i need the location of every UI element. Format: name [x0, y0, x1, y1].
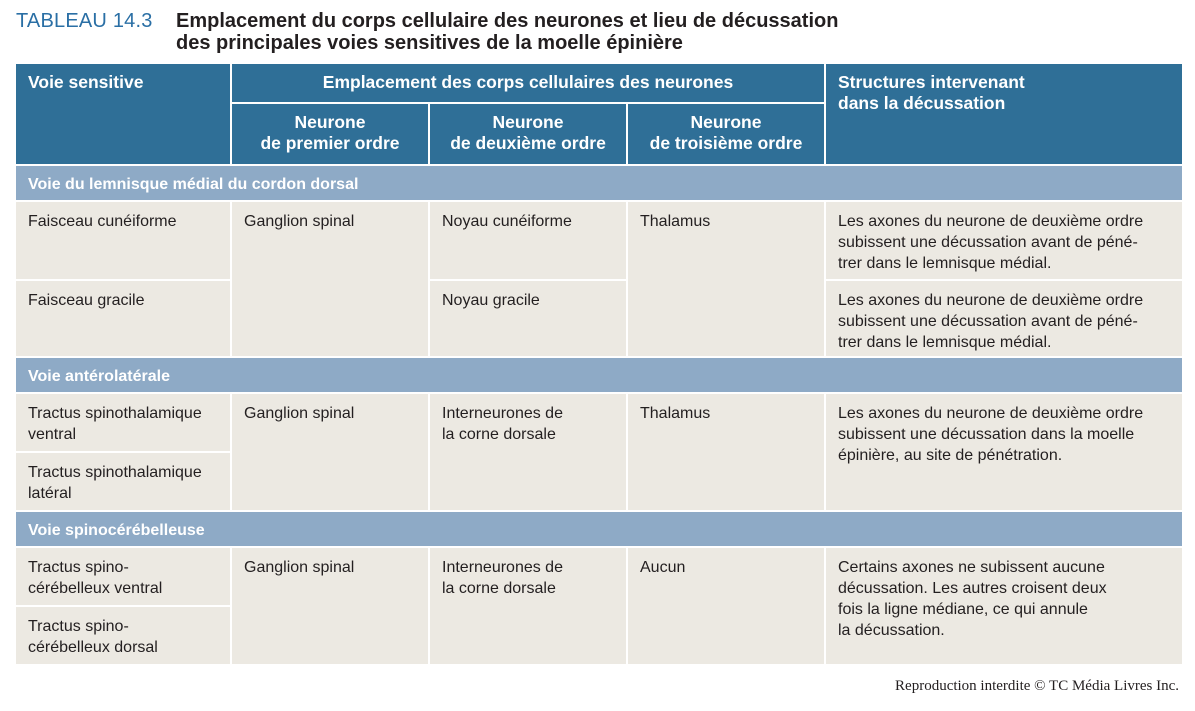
cell-line: Les axones du neurone de deuxième ordre: [838, 292, 1144, 309]
header-voie-sensitive: Voie sensitive: [14, 62, 232, 166]
cell-line: Certains axones ne subissent aucune: [838, 559, 1105, 576]
cell-deuxieme-ordre: Noyau gracile: [428, 279, 628, 358]
cell-line: cérébelleux ventral: [28, 580, 163, 597]
cell-voie: Faisceau gracile: [14, 279, 232, 358]
cell-structures: Les axones du neurone de deuxième ordre …: [824, 392, 1184, 512]
header-emplacement: Emplacement des corps cellulaires des ne…: [230, 62, 826, 104]
header-line: de premier ordre: [260, 133, 400, 153]
cell-line: épinière, au site de pénétration.: [838, 447, 1063, 464]
cell-line: Tractus spinothalamique: [28, 405, 202, 422]
cell-deuxieme-ordre: Interneurones de la corne dorsale: [428, 546, 628, 666]
cell-deuxieme-ordre: Interneurones de la corne dorsale: [428, 392, 628, 512]
cell-line: fois la ligne médiane, ce qui annule: [838, 601, 1088, 618]
table-title-line: Emplacement du corps cellulaire des neur…: [176, 10, 839, 32]
header-troisieme-ordre: Neurone de troisième ordre: [626, 102, 826, 166]
cell-voie: Tractus spino- cérébelleux dorsal: [14, 605, 232, 666]
header-structures: Structures intervenant dans la décussati…: [824, 62, 1184, 166]
cell-troisieme-ordre: Thalamus: [626, 392, 826, 512]
cell-voie: Tractus spinothalamique ventral: [14, 392, 232, 453]
header-premier-ordre: Neurone de premier ordre: [230, 102, 430, 166]
copyright-footer: Reproduction interdite © TC Média Livres…: [895, 678, 1179, 694]
cell-premier-ordre: Ganglion spinal: [230, 392, 430, 512]
cell-line: ventral: [28, 426, 77, 443]
section-heading: Voie spinocérébelleuse: [14, 510, 1184, 548]
cell-voie: Faisceau cunéiforme: [14, 200, 232, 281]
cell-structures: Certains axones ne subissent aucune décu…: [824, 546, 1184, 666]
cell-troisieme-ordre: Aucun: [626, 546, 826, 666]
cell-line: cérébelleux dorsal: [28, 639, 158, 656]
cell-line: trer dans le lemnisque médial.: [838, 255, 1052, 272]
cell-structures: Les axones du neurone de deuxième ordre …: [824, 200, 1184, 281]
cell-premier-ordre: Ganglion spinal: [230, 200, 430, 358]
header-line: de troisième ordre: [649, 133, 803, 153]
header-deuxieme-ordre: Neurone de deuxième ordre: [428, 102, 628, 166]
header-line: dans la décussation: [838, 93, 1006, 113]
header-line: Structures intervenant: [838, 72, 1025, 92]
cell-line: la corne dorsale: [442, 426, 556, 443]
cell-troisieme-ordre: Thalamus: [626, 200, 826, 358]
cell-line: subissent une décussation avant de péné-: [838, 234, 1138, 251]
cell-structures: Les axones du neurone de deuxième ordre …: [824, 279, 1184, 358]
section-heading: Voie antérolatérale: [14, 356, 1184, 394]
cell-line: Les axones du neurone de deuxième ordre: [838, 213, 1144, 230]
table-title-line: des principales voies sensitives de la m…: [176, 32, 683, 54]
section-heading: Voie du lemnisque médial du cordon dorsa…: [14, 164, 1184, 202]
cell-line: subissent une décussation dans la moelle: [838, 426, 1135, 443]
cell-line: subissent une décussation avant de péné-: [838, 313, 1138, 330]
cell-line: trer dans le lemnisque médial.: [838, 334, 1052, 351]
cell-line: Interneurones de: [442, 559, 563, 576]
table-title: Emplacement du corps cellulaire des neur…: [176, 10, 838, 54]
header-line: Neurone: [492, 112, 564, 132]
cell-line: Tractus spino-: [28, 559, 129, 576]
cell-line: la corne dorsale: [442, 580, 556, 597]
cell-deuxieme-ordre: Noyau cunéiforme: [428, 200, 628, 281]
cell-line: Interneurones de: [442, 405, 563, 422]
header-line: Neurone: [294, 112, 366, 132]
cell-line: la décussation.: [838, 622, 945, 639]
cell-line: décussation. Les autres croisent deux: [838, 580, 1107, 597]
cell-line: Les axones du neurone de deuxième ordre: [838, 405, 1144, 422]
cell-premier-ordre: Ganglion spinal: [230, 546, 430, 666]
header-line: de deuxième ordre: [450, 133, 606, 153]
cell-line: Tractus spino-: [28, 618, 129, 635]
cell-line: latéral: [28, 485, 72, 502]
table-number: TABLEAU 14.3: [16, 10, 153, 32]
cell-voie: Tractus spinothalamique latéral: [14, 451, 232, 512]
sensory-pathways-table: Voie sensitive Emplacement des corps cel…: [14, 62, 1184, 666]
cell-voie: Tractus spino- cérébelleux ventral: [14, 546, 232, 607]
header-line: Neurone: [690, 112, 762, 132]
cell-line: Tractus spinothalamique: [28, 464, 202, 481]
table-title-block: TABLEAU 14.3 Emplacement du corps cellul…: [16, 10, 1176, 54]
